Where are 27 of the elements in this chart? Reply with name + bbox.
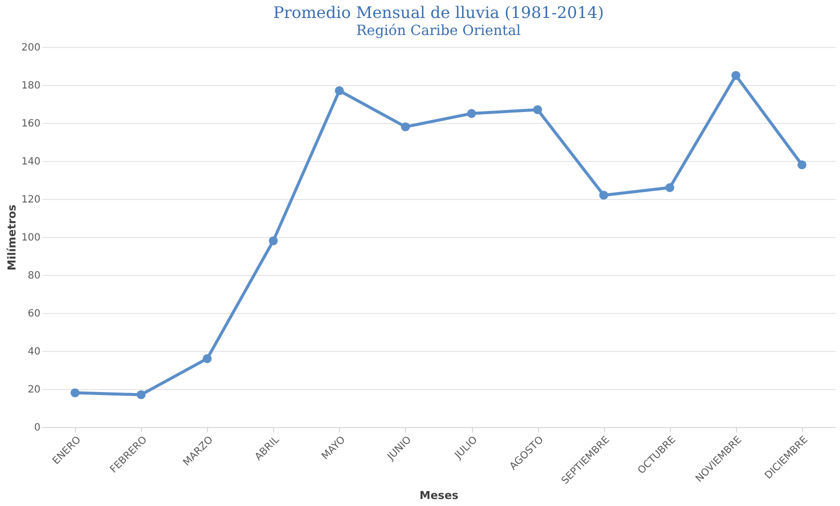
point xyxy=(202,354,212,364)
y-tick-label: 200 xyxy=(21,42,40,54)
y-tick-label: 60 xyxy=(28,308,40,320)
point xyxy=(731,71,740,80)
y-tick-label: 120 xyxy=(21,194,40,206)
chart-title: Promedio Mensual de lluvia (1981-2014) xyxy=(273,3,604,22)
point xyxy=(268,236,278,246)
point xyxy=(400,122,410,132)
point xyxy=(334,86,344,96)
point xyxy=(136,390,146,400)
point xyxy=(599,190,608,200)
point xyxy=(70,388,80,398)
y-tick-label: 20 xyxy=(28,384,40,396)
y-tick-label: 80 xyxy=(28,270,40,282)
y-tick-label: 180 xyxy=(21,80,40,92)
y-tick-label: 160 xyxy=(21,118,40,130)
x-axis-title: Meses xyxy=(420,488,459,502)
y-tick-label: 40 xyxy=(28,346,40,358)
point xyxy=(533,105,542,114)
y-tick-label: 140 xyxy=(21,156,40,168)
y-tick-label: 0 xyxy=(34,422,40,434)
y-tick-label: 100 xyxy=(21,232,40,244)
point xyxy=(797,160,806,170)
point xyxy=(467,109,476,118)
chart-subtitle: Región Caribe Oriental xyxy=(356,23,522,39)
point xyxy=(665,183,674,192)
y-axis-title: Milímetros xyxy=(5,204,18,270)
